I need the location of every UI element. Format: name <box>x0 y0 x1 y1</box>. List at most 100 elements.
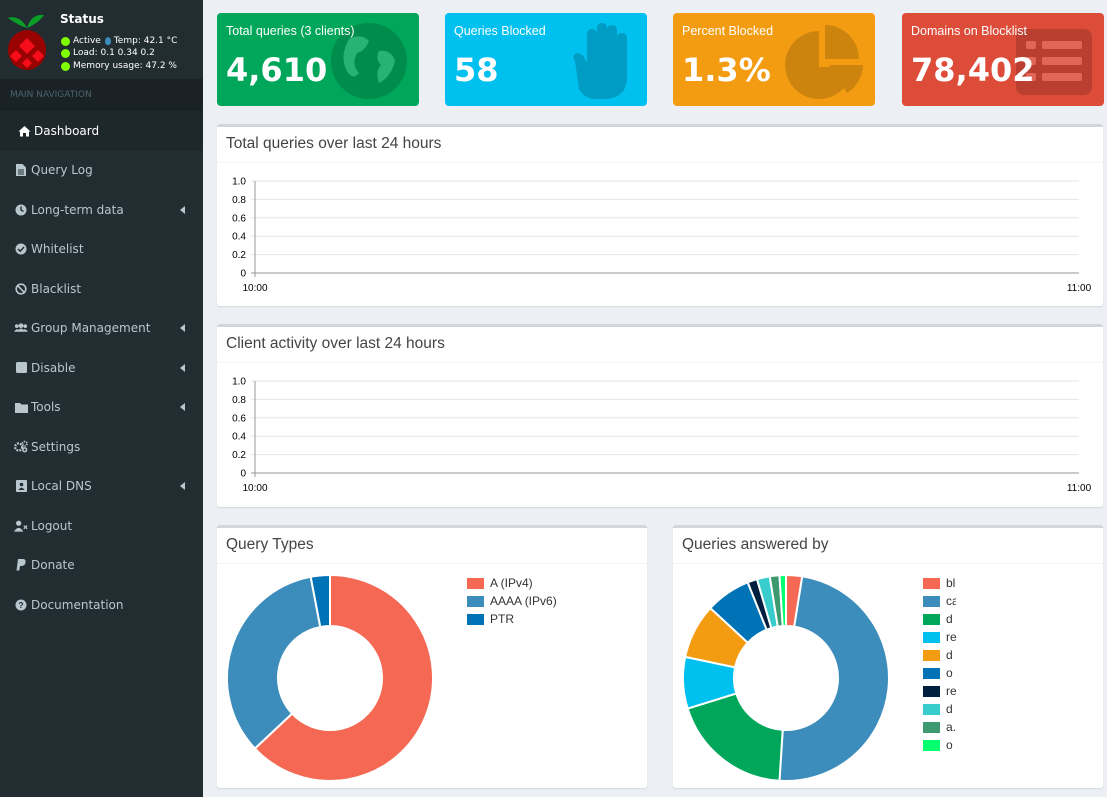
address-book-icon <box>14 479 28 493</box>
legend-swatch <box>923 667 940 679</box>
donut-slice <box>778 573 787 628</box>
y-tick-label: 0.4 <box>232 432 246 443</box>
total-queries-title: Total queries over last 24 hours <box>226 135 442 152</box>
legend-item[interactable]: a. <box>923 718 956 736</box>
legend-label: o <box>946 666 953 680</box>
percent-blocked-label: Percent Blocked <box>682 24 774 38</box>
sidebar-item-disable[interactable]: Disable <box>0 348 203 388</box>
legend-item[interactable]: AAAA (IPv6) <box>467 592 637 610</box>
query-types-title: Query Types <box>226 536 314 553</box>
legend-item[interactable]: blocklist <box>923 574 956 592</box>
sidebar-item-settings[interactable]: Settings <box>0 427 203 467</box>
legend-item[interactable]: re <box>923 628 956 646</box>
legend-label: d <box>946 648 953 662</box>
sidebar-item-long-term-data[interactable]: Long-term data <box>0 190 203 230</box>
domains-blocklist-box[interactable]: Domains on Blocklist 78,402 <box>902 13 1104 106</box>
legend-swatch <box>923 721 940 733</box>
users-icon <box>14 321 28 335</box>
donut-slice <box>226 575 322 750</box>
clock-icon <box>14 203 28 217</box>
legend-swatch <box>923 649 940 661</box>
sidebar-item-label: Group Management <box>31 321 151 336</box>
y-tick-label: 0.8 <box>232 195 246 206</box>
sidebar-item-label: Local DNS <box>31 479 92 494</box>
y-tick-label: 0 <box>240 469 246 480</box>
memory-label: Memory usage: 47.2 % <box>73 61 177 71</box>
user-times-icon <box>14 519 28 533</box>
temp-label: Temp: 42.1 °C <box>113 36 178 46</box>
legend-label: PTR <box>490 612 514 626</box>
chevron-left-icon <box>180 403 185 412</box>
active-label: Active <box>73 36 101 46</box>
gears-icon <box>14 440 28 454</box>
legend-swatch <box>923 577 940 589</box>
sidebar-item-query-log[interactable]: Query Log <box>0 151 203 191</box>
sidebar-item-tools[interactable]: Tools <box>0 388 203 428</box>
queries-blocked-label: Queries Blocked <box>454 24 546 38</box>
legend-label: d <box>946 612 953 626</box>
divider <box>673 563 1103 564</box>
total-queries-panel: Total queries over last 24 hours 1.0 0.8 0… <box>217 124 1103 306</box>
divider <box>217 162 1103 163</box>
sidebar-item-group-management[interactable]: Group Management <box>0 309 203 349</box>
chevron-left-icon <box>180 482 185 491</box>
legend-swatch <box>467 595 484 607</box>
sidebar-item-whitelist[interactable]: Whitelist <box>0 230 203 270</box>
legend-item[interactable]: d <box>923 610 956 628</box>
home-icon <box>17 124 31 138</box>
status-memory-line: Memory usage: 47.2 % <box>61 61 177 71</box>
sidebar-item-label: Documentation <box>31 597 124 612</box>
list-icon <box>1016 29 1092 95</box>
y-tick-label: 1.0 <box>232 177 246 188</box>
sidebar-item-blacklist[interactable]: Blacklist <box>0 269 203 309</box>
sidebar-item-label: Donate <box>31 558 75 573</box>
legend-item[interactable]: d <box>923 700 956 718</box>
queries-blocked-value: 58 <box>454 51 499 89</box>
ban-icon <box>14 282 28 296</box>
paypal-icon <box>14 558 28 572</box>
percent-blocked-box[interactable]: Percent Blocked 1.3% <box>673 13 875 106</box>
y-tick-label: 0.2 <box>232 450 246 461</box>
legend-item[interactable]: cache <box>923 592 956 610</box>
divider <box>217 563 647 564</box>
client-activity-panel: Client activity over last 24 hours 1.0 0.… <box>217 324 1103 507</box>
status-active-line: Active Temp: 42.1 °C <box>61 36 177 46</box>
legend-swatch <box>923 685 940 697</box>
legend-item[interactable]: re <box>923 682 956 700</box>
x-tick-label: 10:00 <box>242 483 267 494</box>
legend-item[interactable]: o <box>923 736 956 754</box>
sidebar-item-label: Whitelist <box>31 242 84 257</box>
thermometer-icon <box>104 37 111 45</box>
sidebar-item-local-dns[interactable]: Local DNS <box>0 467 203 507</box>
status-load-line: Load: 0.1 0.34 0.2 <box>61 48 155 58</box>
query-types-donut <box>226 573 434 782</box>
sidebar-item-documentation[interactable]: ? Documentation <box>0 585 203 625</box>
total-queries-box[interactable]: Total queries (3 clients) 4,610 <box>217 13 419 106</box>
legend-item[interactable]: o <box>923 664 956 682</box>
pie-chart-icon <box>785 25 863 99</box>
legend-label: a. <box>946 720 956 734</box>
sidebar-item-label: Long-term data <box>31 202 124 217</box>
answered-by-title: Queries answered by <box>682 536 829 553</box>
legend-item[interactable]: A (IPv4) <box>467 574 637 592</box>
legend-swatch <box>923 739 940 751</box>
x-tick-label: 11:00 <box>1067 283 1092 294</box>
legend-swatch <box>467 577 484 589</box>
sidebar-item-logout[interactable]: Logout <box>0 506 203 546</box>
pihole-logo <box>8 14 46 70</box>
status-title: Status <box>60 12 104 26</box>
legend-item[interactable]: PTR <box>467 610 637 628</box>
y-tick-label: 0 <box>240 269 246 280</box>
queries-blocked-box[interactable]: Queries Blocked 58 <box>445 13 647 106</box>
folder-icon <box>14 400 28 414</box>
sidebar-item-dashboard[interactable]: Dashboard <box>0 111 203 151</box>
query-types-legend: A (IPv4) AAAA (IPv6) PTR <box>467 574 637 628</box>
hand-icon <box>573 23 627 99</box>
sidebar-item-donate[interactable]: Donate <box>0 546 203 586</box>
question-circle-icon: ? <box>14 598 28 612</box>
legend-label: blocklist <box>946 576 956 590</box>
file-icon <box>14 163 28 177</box>
active-dot-icon <box>61 36 70 46</box>
y-tick-label: 0.2 <box>232 250 246 261</box>
legend-item[interactable]: d <box>923 646 956 664</box>
